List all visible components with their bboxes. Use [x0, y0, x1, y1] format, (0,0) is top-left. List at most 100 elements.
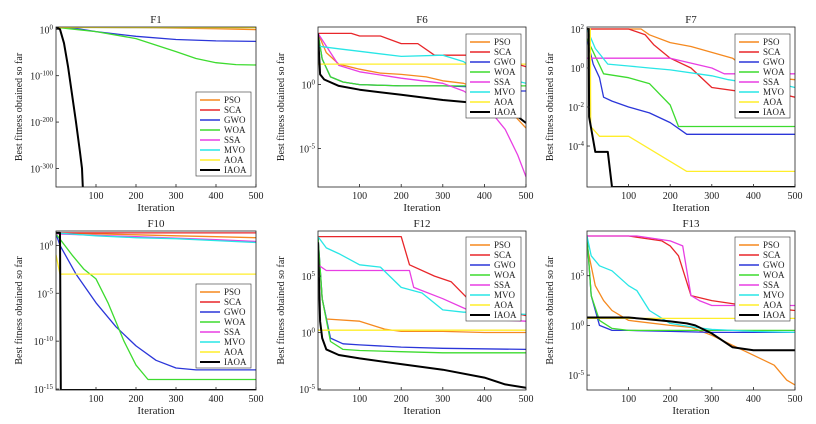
plot-frame [586, 230, 796, 391]
x-tick-label: 400 [477, 394, 492, 405]
legend-label-gwo: GWO [494, 260, 516, 270]
legend-label-gwo: GWO [763, 57, 785, 67]
legend-label-iaoa: IAOA [224, 165, 247, 175]
x-tick-label: 500 [519, 191, 534, 202]
x-axis-label: Iteration [137, 202, 175, 214]
legend-label-ssa: SSA [763, 280, 780, 290]
chart-f7: 100 200 300 400 500 102 100 10-2 10-4 F7 Iteration… [545, 14, 803, 214]
legend-label-aoa: AOA [224, 155, 244, 165]
y-tick-label: 10-300 [30, 162, 53, 175]
series-line-woa [318, 236, 526, 354]
legend-label-iaoa: IAOA [763, 107, 786, 117]
y-axis-label: Best fitness obtained so far [545, 256, 556, 365]
y-tick-label: 100 [302, 79, 316, 92]
x-tick-label: 100 [89, 191, 104, 202]
y-tick-label: 10-15 [34, 383, 54, 396]
series-line-iaoa [587, 316, 795, 352]
legend-label-pso: PSO [494, 240, 511, 250]
legend-label-iaoa: IAOA [763, 310, 786, 320]
x-tick-label: 500 [788, 394, 803, 405]
plot-frame [55, 26, 257, 188]
chart-f1: 100 200 300 400 500 100 10-100 10-200 10-300 F1 It… [14, 14, 264, 214]
x-tick-label: 100 [352, 191, 367, 202]
y-tick-label: 10-100 [30, 70, 53, 83]
chart-f12: 100 200 300 400 500 105 100 10-5 F12 Iteration Bes… [276, 218, 534, 417]
x-axis-label: Iteration [672, 202, 710, 214]
legend-label-ssa: SSA [494, 280, 511, 290]
legend-box [734, 236, 791, 322]
legend-box [195, 283, 252, 369]
legend-label-ssa: SSA [224, 135, 241, 145]
legend-label-mvo: MVO [224, 145, 246, 155]
y-tick-label: 10-5 [299, 143, 315, 156]
x-tick-label: 300 [435, 191, 450, 202]
x-tick-label: 400 [209, 191, 224, 202]
legend-label-woa: WOA [763, 67, 785, 77]
legend-label-mvo: MVO [763, 87, 785, 97]
legend-label-iaoa: IAOA [224, 357, 247, 367]
series-line-sca [587, 235, 795, 312]
y-tick-label: 105 [302, 270, 316, 283]
legend-label-sca: SCA [763, 250, 781, 260]
series-line-woa [56, 233, 256, 381]
legend-label-pso: PSO [224, 95, 241, 105]
legend-label-iaoa: IAOA [494, 107, 517, 117]
series-line-gwo [56, 27, 256, 43]
legend-label-sca: SCA [224, 105, 242, 115]
x-tick-label: 500 [788, 191, 803, 202]
x-tick-label: 100 [89, 394, 104, 405]
x-tick-label: 500 [519, 394, 534, 405]
legend-label-pso: PSO [224, 287, 241, 297]
series-group [56, 231, 256, 390]
y-axis-label: Best fitness obtained so far [276, 256, 287, 365]
chart-title: F10 [147, 218, 165, 230]
legend-box [465, 33, 522, 119]
plot-frame [55, 230, 257, 391]
x-axis-label: Iteration [403, 405, 441, 417]
series-line-mvo [56, 232, 256, 244]
legend-label-gwo: GWO [494, 57, 516, 67]
series-line-woa [587, 38, 795, 128]
legend-label-woa: WOA [494, 270, 516, 280]
legend-box [195, 91, 252, 177]
legend-label-pso: PSO [494, 37, 511, 47]
x-tick-label: 400 [746, 394, 761, 405]
legend-label-sca: SCA [494, 47, 512, 57]
series-line-aoa [587, 28, 795, 173]
legend-label-gwo: GWO [224, 115, 246, 125]
y-tick-label: 102 [571, 23, 585, 36]
chart-title: F6 [416, 14, 428, 26]
x-tick-label: 200 [663, 394, 678, 405]
x-axis-label: Iteration [403, 202, 441, 214]
x-tick-label: 200 [394, 394, 409, 405]
series-line-iaoa [318, 242, 526, 389]
chart-f6: 100 200 300 400 500 100 10-5 F6 Iteration Best fi… [276, 14, 534, 214]
series-line-gwo [587, 38, 795, 135]
x-tick-label: 100 [352, 394, 367, 405]
y-tick-label: 100 [302, 326, 316, 339]
y-tick-label: 10-200 [30, 116, 53, 129]
legend-label-mvo: MVO [494, 290, 516, 300]
legend-label-gwo: GWO [763, 260, 785, 270]
legend-label-sca: SCA [224, 297, 242, 307]
legend-box [734, 33, 791, 119]
x-tick-label: 300 [704, 394, 719, 405]
y-tick-label: 10-10 [34, 335, 54, 348]
legend-label-mvo: MVO [494, 87, 516, 97]
x-tick-label: 300 [435, 394, 450, 405]
legend-label-mvo: MVO [224, 337, 246, 347]
y-axis-label: Best fitness obtained so far [276, 52, 287, 161]
y-axis-label: Best fitness obtained so far [545, 52, 556, 161]
legend-label-aoa: AOA [494, 97, 514, 107]
y-axis-label: Best fitness obtained so far [14, 52, 25, 161]
legend-label-sca: SCA [494, 250, 512, 260]
legend-box [465, 236, 522, 322]
chart-f13: 100 200 300 400 500 105 100 10-5 F13 Iteration Bes… [545, 218, 803, 417]
x-tick-label: 300 [704, 191, 719, 202]
series-line-aoa [56, 254, 256, 275]
series-line-mvo [587, 235, 795, 334]
legend-label-mvo: MVO [763, 290, 785, 300]
y-tick-label: 10-5 [568, 369, 584, 382]
